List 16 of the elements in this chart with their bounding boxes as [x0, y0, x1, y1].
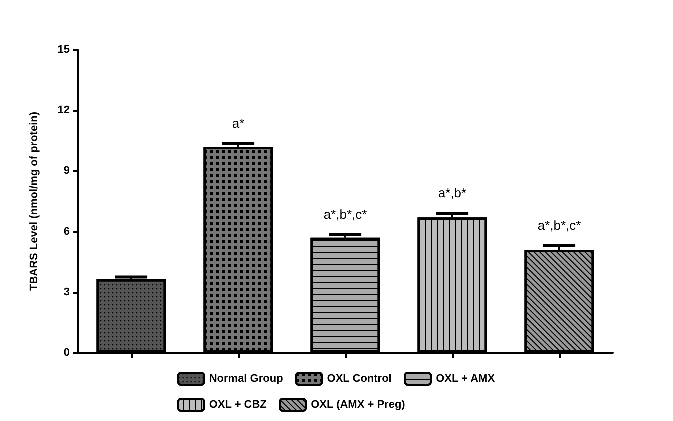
y-tick-label: 9 — [64, 165, 70, 178]
y-tick-label: 15 — [58, 44, 70, 56]
annotation: a*,b* — [438, 186, 467, 201]
y-axis-title: TBARS Level (nmol/mg of protein) — [28, 112, 40, 292]
legend-label: OXL + AMX — [436, 373, 496, 385]
annotation: a*,b*,c* — [538, 218, 582, 233]
annotation: a*,b*,c* — [324, 206, 368, 222]
y-tick-label: 3 — [64, 286, 70, 298]
legend-label: Normal Group — [209, 373, 284, 385]
legend-label: OXL + CBZ — [209, 399, 268, 411]
annotation: a* — [232, 116, 245, 131]
legend-label: OXL (AMX + Preg) — [311, 399, 406, 411]
y-tick-label: 12 — [58, 104, 70, 117]
y-tick-label: 6 — [64, 226, 70, 238]
y-tick-label: 0 — [64, 347, 70, 359]
legend-label: OXL Control — [327, 373, 392, 385]
